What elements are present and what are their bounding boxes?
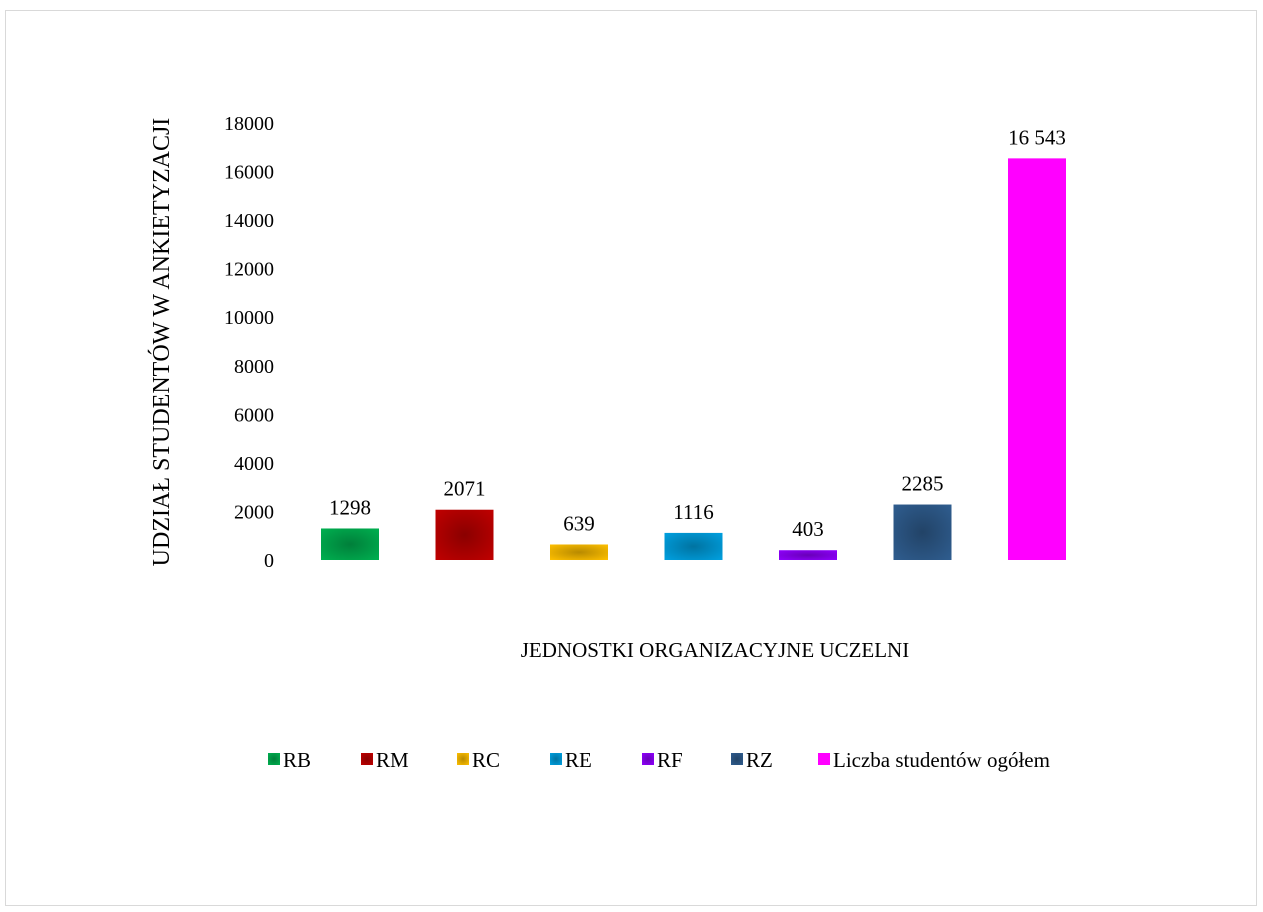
- data-label: 639: [563, 511, 595, 535]
- legend-label: RB: [283, 748, 311, 772]
- bars: [321, 158, 1066, 560]
- bar-rm: [435, 509, 494, 560]
- legend-label: RF: [657, 748, 683, 772]
- y-tick-label: 4000: [234, 453, 274, 475]
- y-tick-label: 18000: [224, 113, 274, 135]
- y-tick-label: 8000: [234, 356, 274, 378]
- y-tick-label: 12000: [224, 259, 274, 281]
- legend-swatch: [361, 753, 373, 765]
- bar-rb: [321, 528, 379, 560]
- y-tick-label: 6000: [234, 404, 274, 426]
- legend-label: RM: [376, 748, 409, 772]
- legend-swatch: [731, 753, 743, 765]
- bar-rf: [779, 550, 837, 560]
- y-axis-title: UDZIAŁ STUDENTÓW W ANKIETYZACJI: [148, 118, 175, 567]
- data-label: 1116: [673, 500, 713, 524]
- data-label: 16 543: [1008, 125, 1066, 149]
- legend-swatch: [550, 753, 562, 765]
- bar-liczba-studentów-ogółem: [1008, 158, 1066, 560]
- data-label: 1298: [329, 495, 371, 519]
- y-tick-label: 10000: [224, 307, 274, 329]
- legend: RB RM RC RE RF RZ Liczba studentów ogółem: [268, 748, 1050, 772]
- legend-swatch: [818, 753, 830, 765]
- legend-label: RE: [565, 748, 592, 772]
- data-label: 2071: [444, 477, 486, 501]
- bar-rc: [550, 544, 608, 560]
- y-tick-label: 16000: [224, 162, 274, 184]
- y-tick-label: 14000: [224, 210, 274, 232]
- y-axis-ticks: 0 2000 4000 6000 8000 10000 12000 14000 16000 180…: [224, 113, 274, 572]
- data-label: 403: [792, 517, 824, 541]
- legend-swatch: [268, 753, 280, 765]
- legend-swatch: [457, 753, 469, 765]
- data-labels: 1298 2071 639 1116 403 2285 16 543: [329, 125, 1066, 541]
- legend-label: Liczba studentów ogółem: [833, 748, 1050, 772]
- bar-rz: [893, 504, 952, 560]
- y-tick-label: 2000: [234, 501, 274, 523]
- bar-re: [664, 532, 723, 560]
- x-axis-title: JEDNOSTKI ORGANIZACYJNE UCZELNI: [521, 638, 909, 662]
- legend-label: RZ: [746, 748, 773, 772]
- legend-label: RC: [472, 748, 500, 772]
- legend-swatch: [642, 753, 654, 765]
- y-tick-label: 0: [264, 550, 274, 572]
- data-label: 2285: [902, 472, 944, 496]
